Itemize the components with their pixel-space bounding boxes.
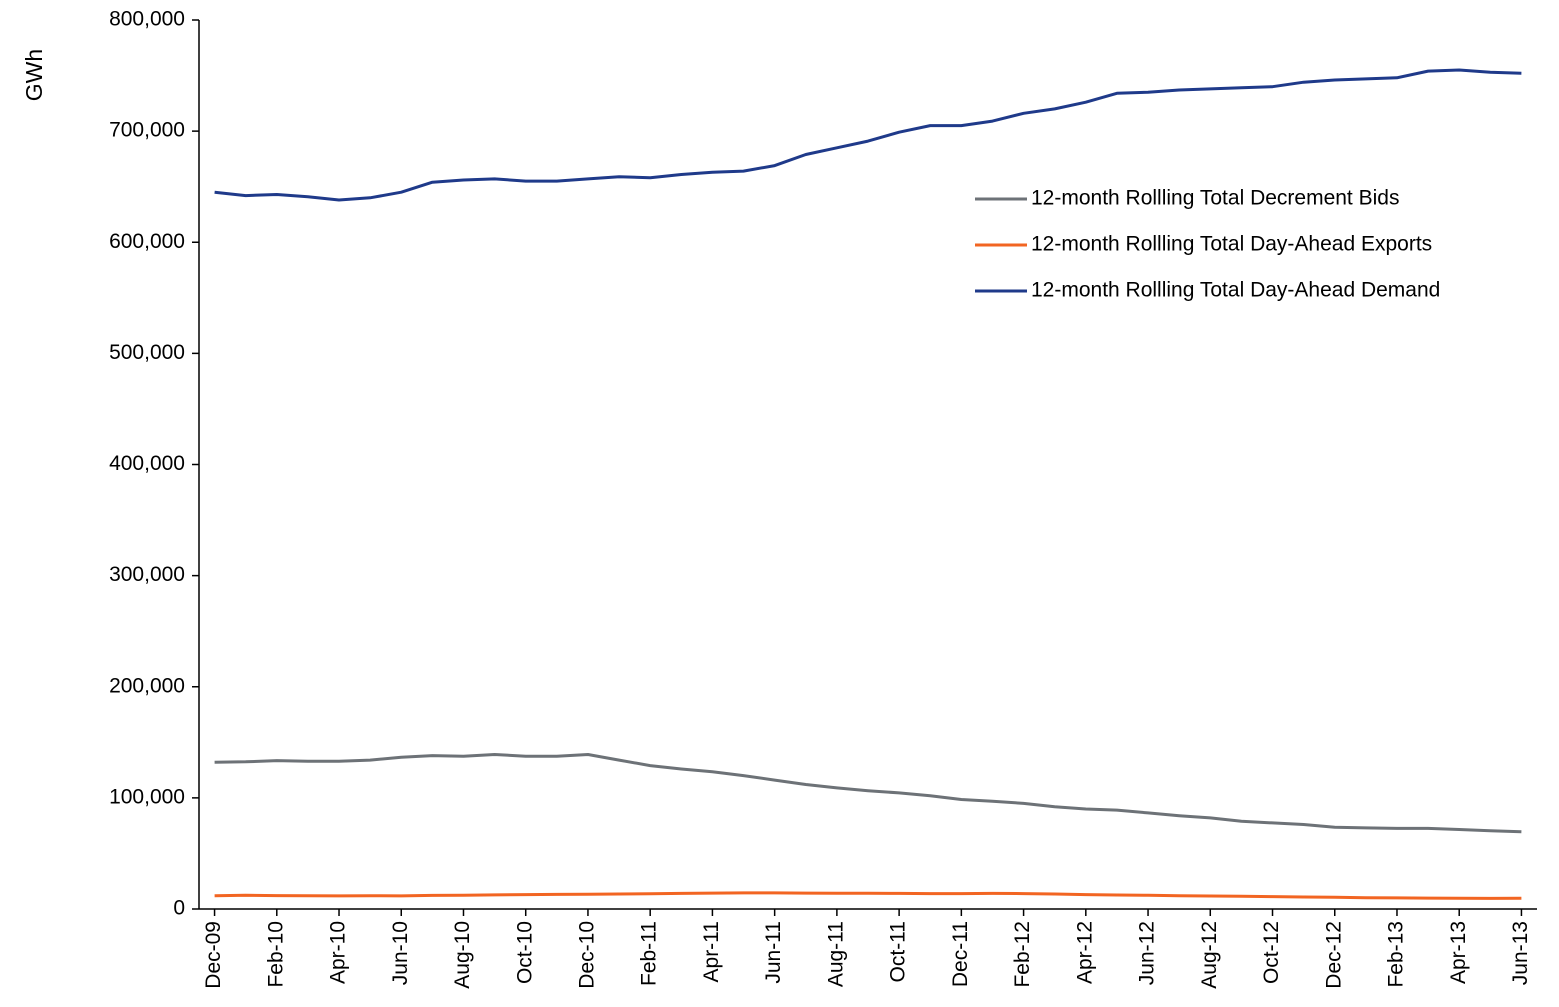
x-tick-label: Aug-11	[824, 921, 847, 987]
legend-label: 12-month Rollling Total Day-Ahead Export…	[1031, 233, 1432, 256]
series-line	[214, 68, 1522, 202]
x-tick-label: Dec-10	[576, 921, 599, 989]
series-line	[214, 753, 1522, 834]
x-tick-label: Jun-12	[1136, 921, 1159, 985]
x-tick-label: Jun-10	[389, 921, 412, 985]
x-tick-label: Dec-12	[1322, 921, 1345, 989]
y-axis-label: GWh	[21, 49, 47, 101]
y-tick-label: 0	[173, 897, 185, 920]
x-tick-label: Dec-09	[202, 921, 225, 989]
y-tick-label: 800,000	[109, 8, 185, 31]
legend-label: 12-month Rollling Total Decrement Bids	[1031, 187, 1399, 210]
y-tick-label: 200,000	[109, 674, 185, 697]
x-tick-label: Jun-11	[762, 921, 785, 984]
x-tick-label: Apr-11	[700, 921, 723, 982]
x-tick-label: Oct-10	[513, 921, 536, 984]
x-tick-label: Aug-12	[1198, 921, 1221, 989]
x-tick-label: Jun-13	[1509, 921, 1532, 985]
x-tick-label: Apr-13	[1447, 921, 1470, 984]
x-tick-label: Aug-10	[451, 921, 474, 989]
x-tick-label: Feb-13	[1385, 921, 1408, 988]
y-tick-label: 300,000	[109, 563, 185, 586]
x-tick-label: Oct-11	[887, 921, 910, 982]
y-tick-label: 100,000	[109, 785, 185, 808]
y-tick-label: 600,000	[109, 230, 185, 253]
x-tick-label: Feb-10	[264, 921, 287, 988]
x-tick-label: Feb-11	[638, 921, 661, 986]
y-tick-label: 400,000	[109, 452, 185, 475]
x-tick-label: Apr-12	[1073, 921, 1096, 984]
x-tick-label: Dec-11	[949, 921, 972, 987]
legend-label: 12-month Rollling Total Day-Ahead Demand	[1031, 279, 1440, 302]
x-tick-label: Apr-10	[327, 921, 350, 984]
x-tick-label: Oct-12	[1260, 921, 1283, 984]
x-tick-label: Feb-12	[1011, 921, 1034, 988]
y-tick-label: 700,000	[109, 119, 185, 142]
y-tick-label: 500,000	[109, 341, 185, 364]
series-line	[214, 891, 1522, 900]
